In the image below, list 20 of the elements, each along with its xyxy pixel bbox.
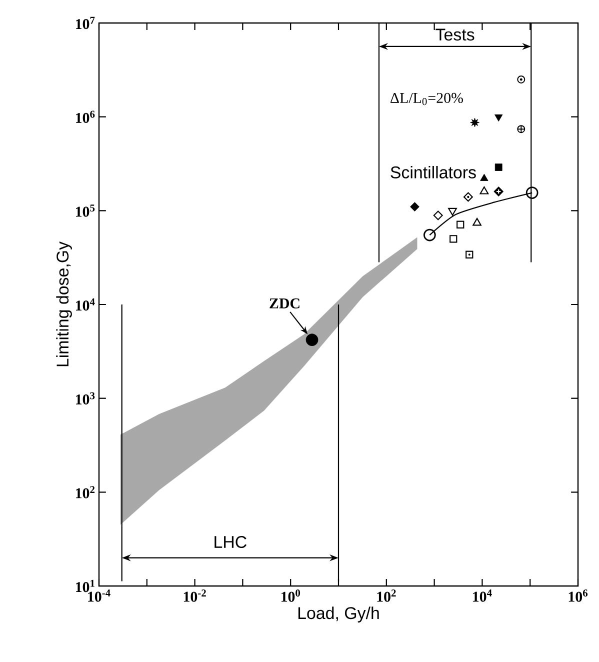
- y-tick-label: 10$^{3}$: [76, 392, 95, 404]
- x-axis-title: Load, Gy/h: [298, 606, 379, 622]
- annotation: Scintillators: [390, 166, 476, 178]
- x-tick-label: 10$^{4}$: [473, 590, 492, 602]
- x-tick-label: 10$^{2}$: [377, 590, 396, 602]
- x-tick-label: 10$^{-2}$: [184, 590, 206, 602]
- y-axis-title: Limiting dose,Gy: [56, 241, 72, 366]
- annotation: ΔL/L$_{0}$=20%: [390, 92, 463, 106]
- annotation: Tests: [436, 28, 474, 41]
- y-tick-label: 10$^{2}$: [76, 486, 95, 498]
- y-tick-label: 10$^{4}$: [76, 298, 95, 311]
- y-tick-label: 10$^{5}$: [76, 204, 95, 217]
- y-tick-label: 10$^{7}$: [76, 16, 95, 30]
- y-tick-label: 10$^{6}$: [76, 110, 95, 123]
- x-tick-label: 10$^{-4}$: [88, 590, 110, 602]
- annotation: ZDC: [270, 298, 300, 308]
- x-tick-label: 10$^{0}$: [281, 590, 300, 602]
- annotation: LHC: [214, 536, 246, 548]
- x-tick-label: 10$^{6}$: [568, 590, 588, 602]
- y-tick-label: 10$^{1}$: [76, 580, 94, 592]
